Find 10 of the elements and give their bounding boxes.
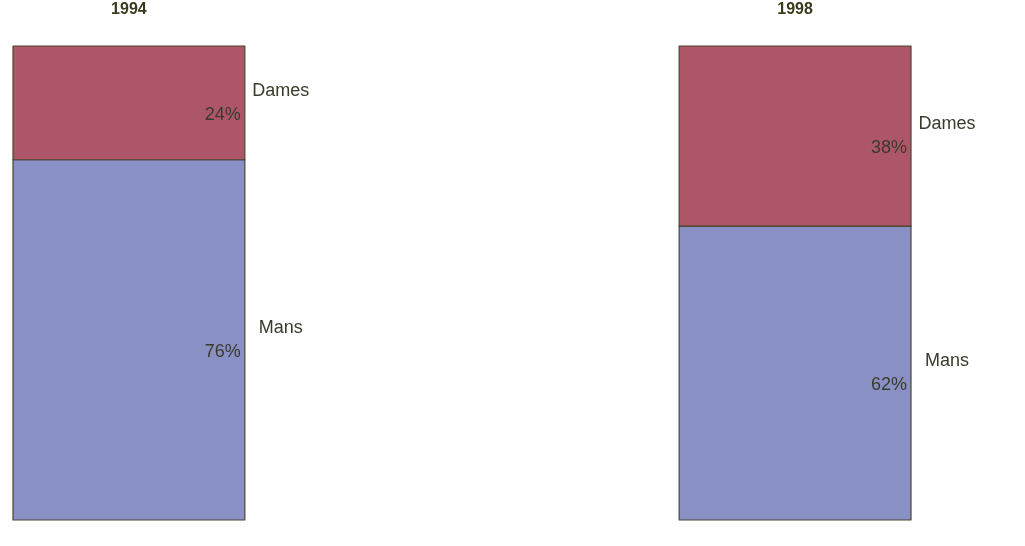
series-label: Mans (258, 316, 303, 337)
data-label: 76% (204, 340, 241, 361)
data-label: 24% (204, 103, 241, 124)
data-label: 38% (870, 137, 907, 158)
series-label: Dames (252, 79, 310, 100)
text: Mans (924, 350, 970, 371)
text: Dames (918, 113, 976, 134)
x-tick-label: 1998 (777, 0, 813, 17)
data-label: 62% (870, 374, 907, 395)
x-tick-label: 1994 (111, 0, 147, 17)
